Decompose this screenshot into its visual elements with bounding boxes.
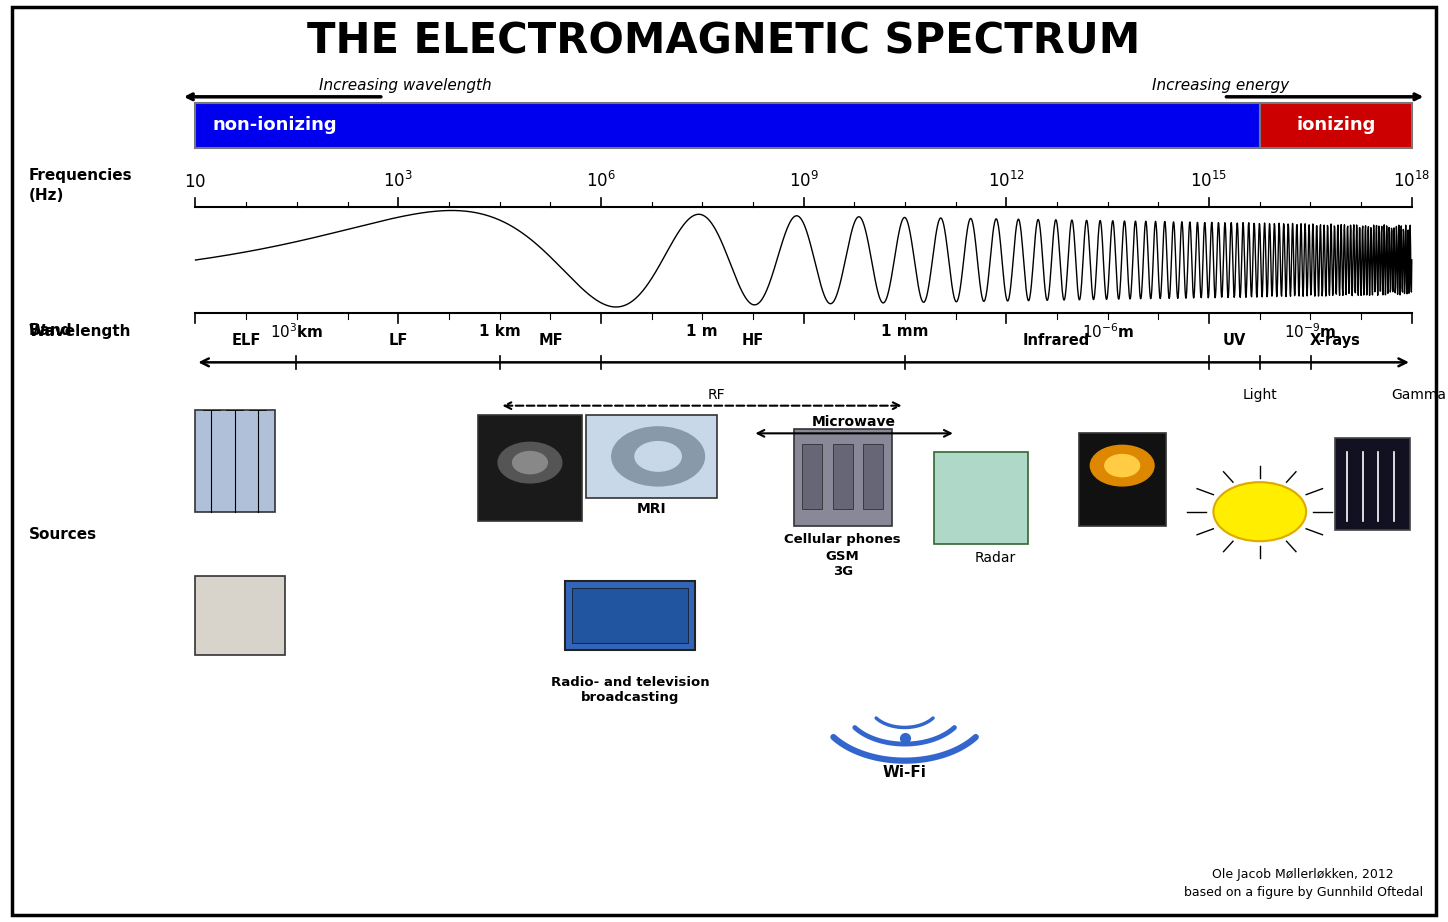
Bar: [195, 103, 1260, 148]
Text: Light: Light: [1242, 388, 1277, 402]
Text: $10^{9}$: $10^{9}$: [789, 171, 818, 191]
Text: Radio- and television
broadcasting: Radio- and television broadcasting: [550, 676, 710, 703]
Text: ionizing: ionizing: [1296, 116, 1376, 135]
Text: (Hz): (Hz): [29, 188, 64, 203]
Circle shape: [1213, 482, 1306, 541]
Text: GSM: GSM: [825, 550, 860, 562]
Text: Microwave: Microwave: [812, 415, 896, 429]
Text: Wi-Fi: Wi-Fi: [883, 765, 927, 780]
Circle shape: [634, 442, 681, 471]
Text: $10^{-6}$m: $10^{-6}$m: [1082, 323, 1134, 341]
Text: Radar: Radar: [975, 551, 1016, 565]
Bar: [478, 415, 582, 521]
Bar: [833, 444, 853, 509]
Bar: [572, 588, 688, 643]
Text: Increasing wavelength: Increasing wavelength: [319, 78, 491, 93]
Text: $10$: $10$: [184, 172, 207, 191]
Text: Frequencies: Frequencies: [29, 168, 133, 183]
Text: $10^{12}$: $10^{12}$: [988, 171, 1025, 191]
Text: 1 m: 1 m: [686, 325, 718, 339]
Bar: [863, 444, 883, 509]
Text: non-ionizing: non-ionizing: [213, 116, 337, 135]
Text: MRI: MRI: [637, 502, 666, 516]
Text: $10^{6}$: $10^{6}$: [586, 171, 615, 191]
Text: 3G: 3G: [833, 565, 853, 578]
Text: THE ELECTROMAGNETIC SPECTRUM: THE ELECTROMAGNETIC SPECTRUM: [307, 20, 1141, 63]
Text: UV: UV: [1222, 333, 1245, 348]
Bar: [934, 452, 1028, 544]
Circle shape: [611, 427, 704, 486]
Bar: [1260, 103, 1412, 148]
Text: $10^{18}$: $10^{18}$: [1393, 171, 1431, 191]
Text: MF: MF: [539, 333, 563, 348]
Text: $10^3$km: $10^3$km: [271, 323, 324, 341]
Text: Gamma: Gamma: [1392, 388, 1447, 402]
Bar: [565, 581, 695, 650]
Text: $10^{3}$: $10^{3}$: [384, 171, 413, 191]
Text: based on a figure by Gunnhild Oftedal: based on a figure by Gunnhild Oftedal: [1183, 886, 1423, 899]
Text: Ole Jacob Møllerløkken, 2012: Ole Jacob Møllerløkken, 2012: [1212, 868, 1394, 881]
Circle shape: [1105, 455, 1140, 477]
Text: X-rays: X-rays: [1310, 333, 1361, 348]
Circle shape: [1090, 445, 1154, 486]
Text: 1 km: 1 km: [479, 325, 520, 339]
Text: HF: HF: [741, 333, 763, 348]
Text: $10^{-9}$m: $10^{-9}$m: [1284, 323, 1337, 341]
Bar: [195, 410, 275, 512]
Text: ELF: ELF: [232, 333, 261, 348]
Bar: [586, 415, 717, 498]
Text: LF: LF: [390, 333, 408, 348]
Text: Sources: Sources: [29, 527, 97, 542]
Bar: [1335, 438, 1410, 530]
Text: Increasing energy: Increasing energy: [1151, 78, 1289, 93]
Text: Cellular phones: Cellular phones: [785, 533, 901, 546]
Circle shape: [513, 452, 547, 474]
Text: 1 mm: 1 mm: [882, 325, 928, 339]
Bar: [195, 576, 285, 655]
Bar: [1079, 433, 1166, 526]
Text: Infrared: Infrared: [1022, 333, 1090, 348]
Bar: [794, 429, 892, 526]
Text: RF: RF: [708, 388, 725, 402]
Circle shape: [498, 443, 562, 483]
Text: Wavelength: Wavelength: [29, 325, 132, 339]
Bar: [802, 444, 822, 509]
Text: Band: Band: [29, 323, 72, 337]
Text: $10^{15}$: $10^{15}$: [1190, 171, 1228, 191]
